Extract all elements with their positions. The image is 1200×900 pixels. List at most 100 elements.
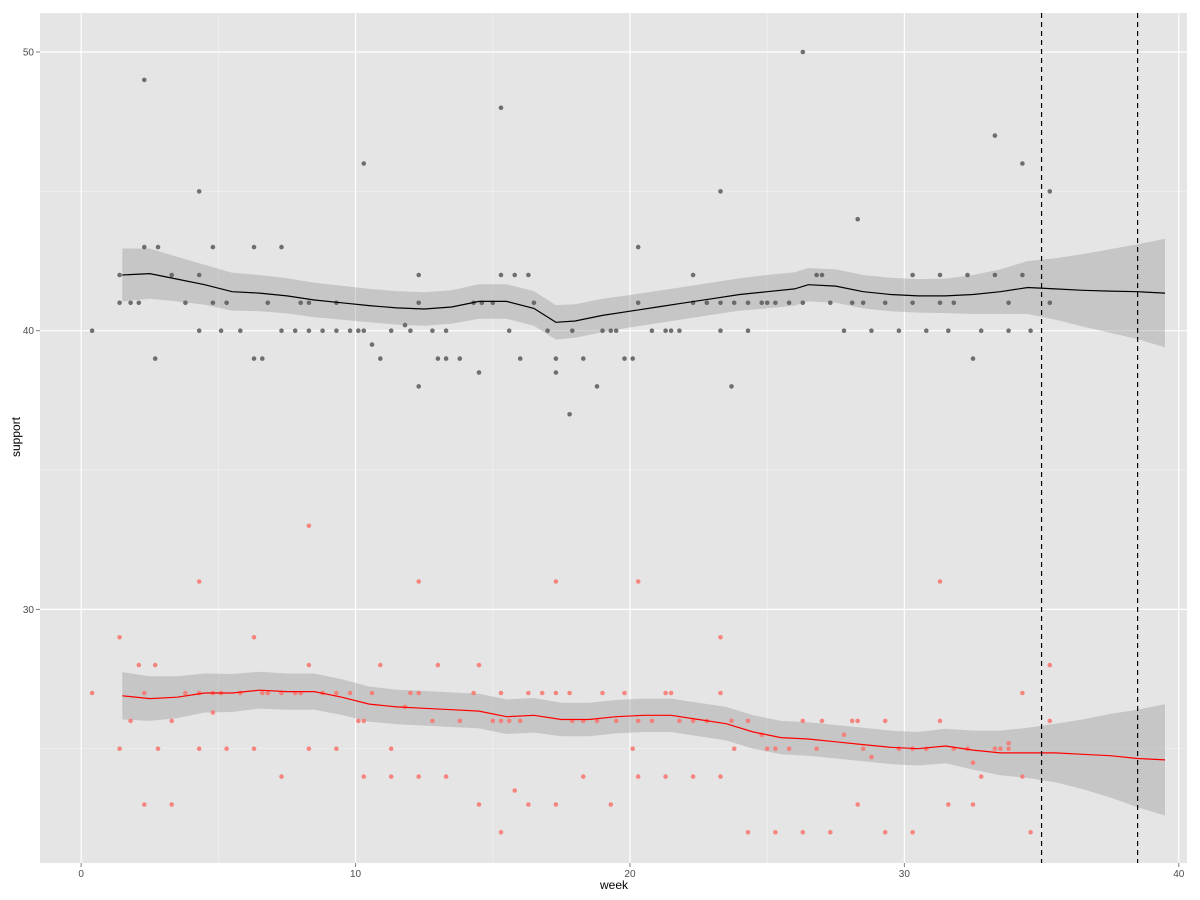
data-point-series-1 [849, 718, 855, 724]
data-point-series-1 [517, 718, 523, 724]
data-point-series-0 [430, 328, 435, 334]
data-point-series-0 [457, 356, 463, 361]
data-point-series-0 [416, 300, 422, 306]
confidence-band-series-0 [122, 238, 1165, 348]
data-point-series-0 [841, 328, 847, 334]
data-point-series-0 [649, 328, 655, 334]
data-point-series-0 [136, 300, 142, 306]
data-point-series-0 [849, 300, 855, 306]
data-point-series-0 [238, 328, 243, 334]
data-point-series-1 [251, 746, 257, 751]
data-point-series-1 [970, 802, 976, 807]
data-point-series-1 [251, 635, 257, 640]
data-point-series-1 [238, 690, 243, 696]
data-point-series-1 [89, 690, 95, 696]
data-point-series-1 [457, 718, 463, 724]
data-point-series-1 [334, 690, 339, 696]
data-point-series-0 [924, 328, 929, 334]
data-point-series-1 [663, 690, 668, 696]
smooth-line-series-1 [122, 689, 1166, 761]
data-point-series-0 [443, 328, 449, 334]
data-point-series-1 [992, 746, 998, 751]
data-point-series-1 [1020, 774, 1025, 779]
data-point-series-0 [570, 328, 575, 334]
data-point-series-1 [378, 662, 383, 668]
data-point-series-0 [260, 356, 265, 361]
data-point-series-0 [622, 356, 627, 361]
data-point-series-0 [860, 300, 866, 306]
data-point-series-1 [183, 690, 188, 696]
data-point-series-1 [196, 746, 202, 751]
data-point-series-1 [443, 774, 449, 779]
data-point-series-1 [498, 830, 504, 835]
data-point-series-1 [512, 788, 517, 793]
data-point-series-1 [800, 718, 806, 724]
data-point-series-0 [718, 328, 723, 334]
data-point-series-0 [855, 216, 860, 222]
data-point-series-0 [635, 244, 641, 250]
data-point-series-0 [630, 356, 635, 361]
data-point-series-1 [169, 802, 174, 807]
data-point-series-1 [718, 774, 723, 779]
data-point-series-0 [506, 328, 512, 334]
data-point-series-0 [600, 328, 605, 334]
data-point-series-0 [435, 356, 441, 361]
x-tick-label: 40 [1173, 869, 1185, 880]
data-point-series-1 [553, 802, 559, 807]
data-point-series-1 [117, 635, 122, 640]
data-point-series-1 [142, 690, 147, 696]
data-point-series-0 [882, 300, 888, 306]
data-point-series-0 [292, 328, 298, 334]
gridlines [40, 13, 1187, 863]
data-point-series-0 [946, 328, 951, 334]
data-point-series-1 [828, 830, 833, 835]
data-point-series-1 [1006, 746, 1011, 751]
data-point-series-1 [506, 718, 512, 724]
data-point-series-1 [729, 718, 734, 724]
data-point-series-1 [553, 690, 559, 696]
data-point-series-1 [635, 774, 641, 779]
y-tick-label: 40 [23, 326, 35, 337]
data-point-series-0 [361, 161, 367, 166]
data-point-series-1 [117, 746, 122, 751]
data-point-series-0 [117, 272, 122, 278]
data-point-series-0 [786, 300, 792, 306]
x-tick-label: 20 [624, 869, 636, 880]
data-point-series-0 [704, 300, 710, 306]
data-point-series-1 [622, 690, 627, 696]
data-point-series-1 [471, 690, 476, 696]
data-point-series-1 [306, 662, 312, 668]
data-point-series-0 [978, 328, 984, 334]
data-point-series-1 [476, 802, 482, 807]
data-point-series-0 [663, 328, 668, 334]
data-point-series-1 [937, 718, 943, 724]
data-point-series-1 [635, 718, 641, 724]
y-axis-title: support [9, 416, 23, 457]
data-point-series-1 [306, 746, 312, 751]
data-point-series-0 [306, 300, 312, 306]
data-point-series-0 [210, 300, 216, 306]
data-point-series-0 [800, 49, 806, 55]
data-point-series-0 [992, 133, 998, 138]
data-point-series-1 [600, 690, 605, 696]
data-point-series-1 [882, 718, 888, 724]
data-point-series-0 [152, 356, 158, 361]
data-point-series-1 [882, 830, 888, 835]
data-point-series-1 [361, 718, 367, 724]
data-point-series-0 [745, 300, 751, 306]
data-point-series-1 [635, 579, 641, 584]
data-point-series-1 [668, 690, 674, 696]
data-point-series-0 [128, 300, 133, 306]
data-point-series-0 [265, 300, 271, 306]
data-point-series-1 [369, 690, 375, 696]
data-point-series-0 [356, 328, 361, 334]
data-point-series-1 [539, 690, 545, 696]
data-point-series-1 [764, 746, 770, 751]
data-point-series-1 [388, 774, 394, 779]
data-point-series-1 [1047, 718, 1053, 724]
data-point-series-0 [869, 328, 874, 334]
data-point-series-0 [498, 272, 504, 278]
axis-ticks: 0 10 20 30 40 30 40 50 [23, 48, 1185, 880]
data-point-series-0 [320, 328, 325, 334]
data-point-series-0 [196, 189, 202, 194]
